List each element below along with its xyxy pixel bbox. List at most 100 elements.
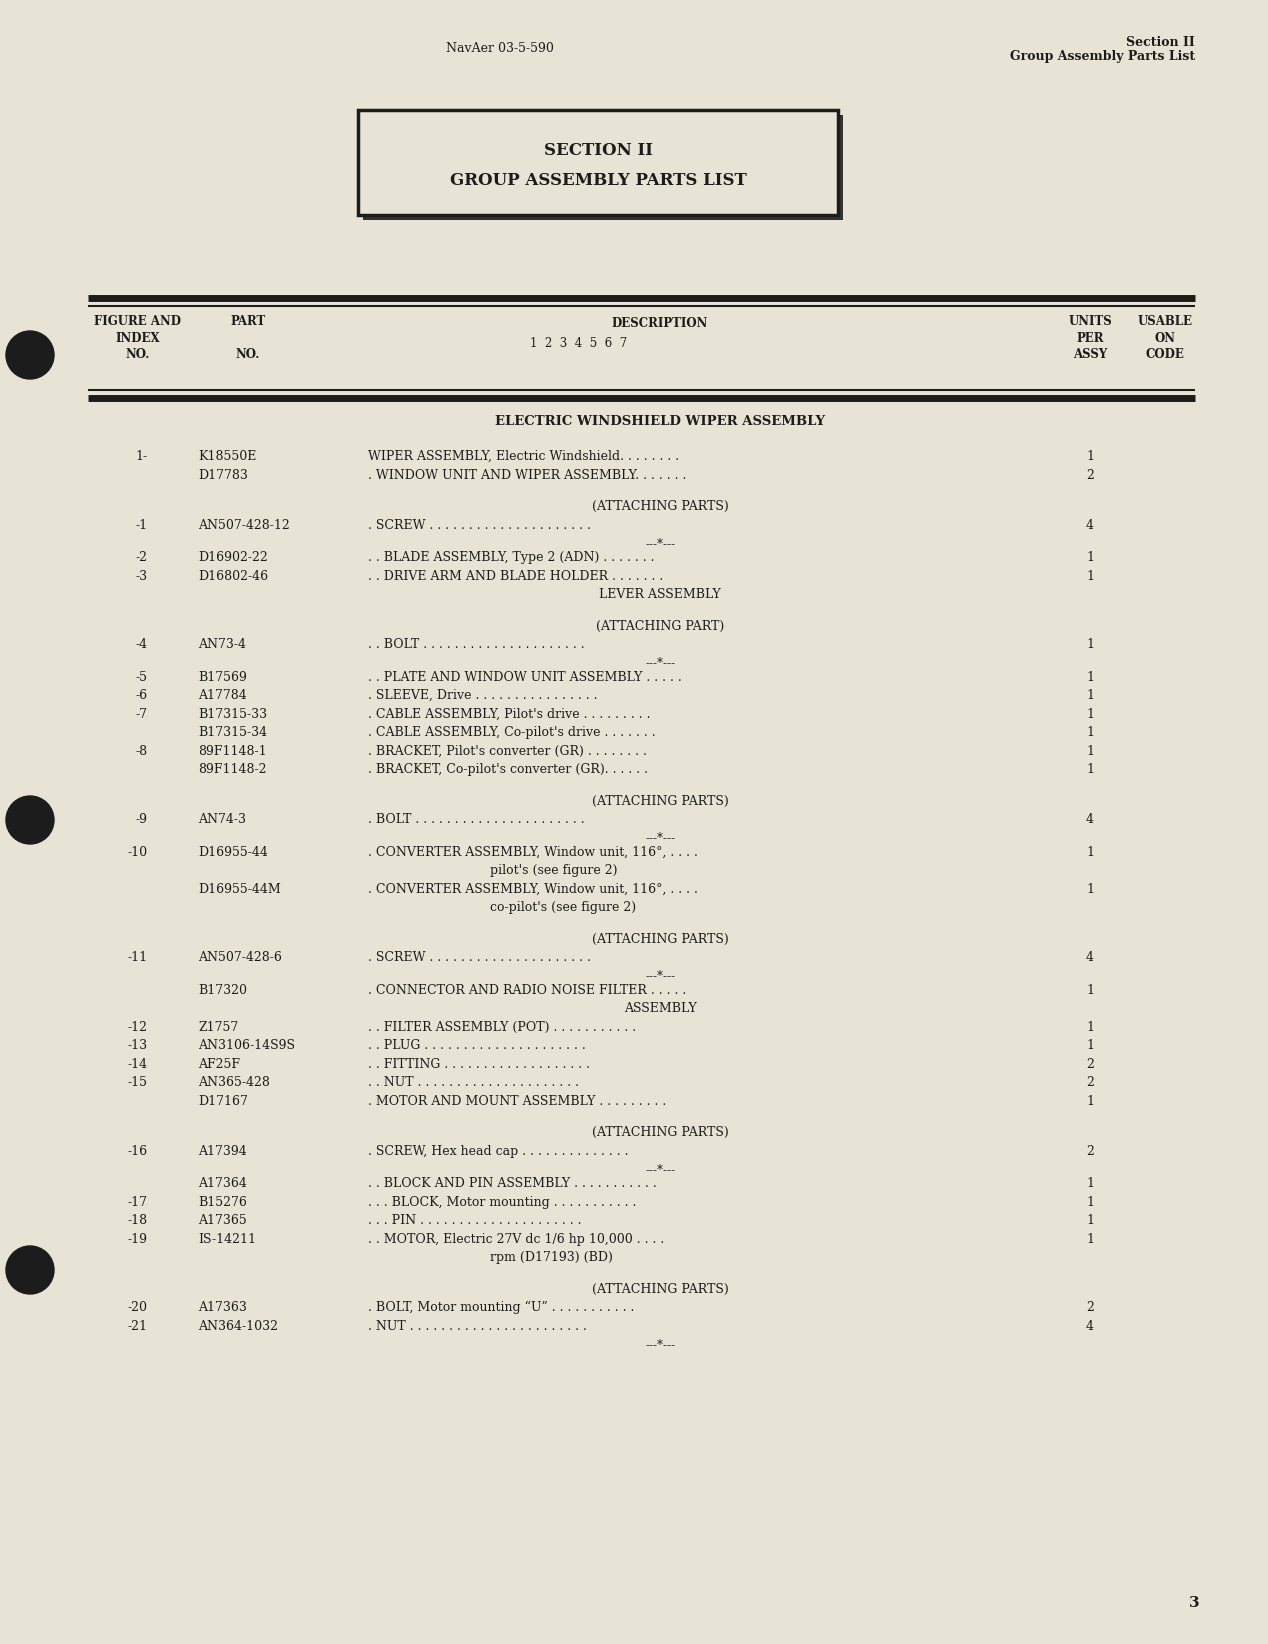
Text: . SLEEVE, Drive . . . . . . . . . . . . . . . .: . SLEEVE, Drive . . . . . . . . . . . . … (368, 689, 597, 702)
Text: ---*---: ---*--- (645, 656, 675, 669)
FancyBboxPatch shape (358, 110, 838, 215)
Text: IS-14211: IS-14211 (198, 1233, 256, 1246)
Text: . . . PIN . . . . . . . . . . . . . . . . . . . . .: . . . PIN . . . . . . . . . . . . . . . … (368, 1213, 582, 1226)
Text: NavAer 03-5-590: NavAer 03-5-590 (446, 43, 554, 54)
Text: -17: -17 (128, 1195, 148, 1208)
Text: ELECTRIC WINDSHIELD WIPER ASSEMBLY: ELECTRIC WINDSHIELD WIPER ASSEMBLY (495, 414, 825, 427)
Text: . . NUT . . . . . . . . . . . . . . . . . . . . .: . . NUT . . . . . . . . . . . . . . . . … (368, 1077, 579, 1088)
Text: ---*---: ---*--- (645, 832, 675, 845)
Text: 1: 1 (1085, 1213, 1094, 1226)
Text: 2: 2 (1087, 1057, 1094, 1070)
Text: 1: 1 (1085, 569, 1094, 582)
Text: B17569: B17569 (198, 671, 247, 684)
Text: -4: -4 (136, 638, 148, 651)
Text: 1: 1 (1085, 1095, 1094, 1108)
Text: . . DRIVE ARM AND BLADE HOLDER . . . . . . .: . . DRIVE ARM AND BLADE HOLDER . . . . .… (368, 569, 663, 582)
Text: GROUP ASSEMBLY PARTS LIST: GROUP ASSEMBLY PARTS LIST (450, 173, 747, 189)
Text: -3: -3 (136, 569, 148, 582)
Text: D16955-44M: D16955-44M (198, 883, 280, 896)
Text: K18550E: K18550E (198, 450, 256, 464)
Text: AN507-428-12: AN507-428-12 (198, 518, 290, 531)
Text: -18: -18 (128, 1213, 148, 1226)
Text: . . PLUG . . . . . . . . . . . . . . . . . . . . .: . . PLUG . . . . . . . . . . . . . . . .… (368, 1039, 586, 1052)
Text: . SCREW . . . . . . . . . . . . . . . . . . . . .: . SCREW . . . . . . . . . . . . . . . . … (368, 518, 591, 531)
Text: WIPER ASSEMBLY, Electric Windshield. . . . . . . .: WIPER ASSEMBLY, Electric Windshield. . .… (368, 450, 680, 464)
Text: -19: -19 (128, 1233, 148, 1246)
Text: 1: 1 (1085, 450, 1094, 464)
FancyBboxPatch shape (363, 115, 843, 220)
Text: 1: 1 (1085, 1233, 1094, 1246)
Text: -14: -14 (128, 1057, 148, 1070)
Text: B17315-33: B17315-33 (198, 707, 268, 720)
Text: -1: -1 (136, 518, 148, 531)
Text: AN364-1032: AN364-1032 (198, 1320, 278, 1333)
Text: DESCRIPTION: DESCRIPTION (612, 317, 709, 330)
Text: 3: 3 (1189, 1596, 1200, 1609)
Text: B15276: B15276 (198, 1195, 247, 1208)
Text: . CONVERTER ASSEMBLY, Window unit, 116°, . . . .: . CONVERTER ASSEMBLY, Window unit, 116°,… (368, 883, 697, 896)
Text: -11: -11 (128, 950, 148, 963)
Text: . MOTOR AND MOUNT ASSEMBLY . . . . . . . . .: . MOTOR AND MOUNT ASSEMBLY . . . . . . .… (368, 1095, 666, 1108)
Circle shape (6, 796, 55, 843)
Text: 2: 2 (1087, 1144, 1094, 1157)
Text: 89F1148-2: 89F1148-2 (198, 763, 266, 776)
Text: -5: -5 (136, 671, 148, 684)
Text: SECTION II: SECTION II (544, 141, 653, 159)
Text: -13: -13 (128, 1039, 148, 1052)
Text: 1: 1 (1085, 1039, 1094, 1052)
Text: . BOLT . . . . . . . . . . . . . . . . . . . . . .: . BOLT . . . . . . . . . . . . . . . . .… (368, 814, 585, 825)
Text: 1: 1 (1085, 1177, 1094, 1190)
Text: A17364: A17364 (198, 1177, 247, 1190)
Text: PART

NO.: PART NO. (231, 316, 265, 362)
Text: . SCREW, Hex head cap . . . . . . . . . . . . . .: . SCREW, Hex head cap . . . . . . . . . … (368, 1144, 629, 1157)
Text: ---*---: ---*--- (645, 970, 675, 983)
Text: 2: 2 (1087, 1300, 1094, 1314)
Text: . . MOTOR, Electric 27V dc 1/6 hp 10,000 . . . .: . . MOTOR, Electric 27V dc 1/6 hp 10,000… (368, 1233, 664, 1246)
Text: -7: -7 (136, 707, 148, 720)
Text: 4: 4 (1085, 518, 1094, 531)
Text: AF25F: AF25F (198, 1057, 240, 1070)
Text: pilot's (see figure 2): pilot's (see figure 2) (489, 865, 618, 876)
Text: 89F1148-1: 89F1148-1 (198, 745, 266, 758)
Text: 1: 1 (1085, 707, 1094, 720)
Text: 1: 1 (1085, 689, 1094, 702)
Text: . . BOLT . . . . . . . . . . . . . . . . . . . . .: . . BOLT . . . . . . . . . . . . . . . .… (368, 638, 585, 651)
Text: . . . BLOCK, Motor mounting . . . . . . . . . . .: . . . BLOCK, Motor mounting . . . . . . … (368, 1195, 637, 1208)
Text: . CONNECTOR AND RADIO NOISE FILTER . . . . .: . CONNECTOR AND RADIO NOISE FILTER . . .… (368, 983, 686, 996)
Text: Group Assembly Parts List: Group Assembly Parts List (1009, 49, 1194, 62)
Text: ---*---: ---*--- (645, 1338, 675, 1351)
Text: D17783: D17783 (198, 469, 247, 482)
Text: USABLE
ON
CODE: USABLE ON CODE (1137, 316, 1192, 362)
Text: AN73-4: AN73-4 (198, 638, 246, 651)
Text: -8: -8 (136, 745, 148, 758)
Text: 1: 1 (1085, 638, 1094, 651)
Text: . WINDOW UNIT AND WIPER ASSEMBLY. . . . . . .: . WINDOW UNIT AND WIPER ASSEMBLY. . . . … (368, 469, 686, 482)
Text: co-pilot's (see figure 2): co-pilot's (see figure 2) (489, 901, 637, 914)
Text: 1: 1 (1085, 745, 1094, 758)
Text: 1  2  3  4  5  6  7: 1 2 3 4 5 6 7 (530, 337, 628, 350)
Text: (ATTACHING PARTS): (ATTACHING PARTS) (592, 794, 728, 807)
Text: 1: 1 (1085, 671, 1094, 684)
Text: D16902-22: D16902-22 (198, 551, 268, 564)
Text: 4: 4 (1085, 950, 1094, 963)
Text: -2: -2 (136, 551, 148, 564)
Text: . . BLOCK AND PIN ASSEMBLY . . . . . . . . . . .: . . BLOCK AND PIN ASSEMBLY . . . . . . .… (368, 1177, 657, 1190)
Text: B17315-34: B17315-34 (198, 727, 268, 740)
Text: -9: -9 (136, 814, 148, 825)
Text: . CABLE ASSEMBLY, Pilot's drive . . . . . . . . .: . CABLE ASSEMBLY, Pilot's drive . . . . … (368, 707, 650, 720)
Text: 2: 2 (1087, 469, 1094, 482)
Text: AN74-3: AN74-3 (198, 814, 246, 825)
Text: 4: 4 (1085, 1320, 1094, 1333)
Text: D16802-46: D16802-46 (198, 569, 268, 582)
Text: ---*---: ---*--- (645, 1162, 675, 1175)
Text: AN365-428: AN365-428 (198, 1077, 270, 1088)
Text: . . BLADE ASSEMBLY, Type 2 (ADN) . . . . . . .: . . BLADE ASSEMBLY, Type 2 (ADN) . . . .… (368, 551, 654, 564)
Text: -12: -12 (128, 1021, 148, 1034)
Text: 4: 4 (1085, 814, 1094, 825)
Text: ---*---: ---*--- (645, 538, 675, 551)
Text: A17363: A17363 (198, 1300, 247, 1314)
Text: 1: 1 (1085, 1021, 1094, 1034)
Text: 1: 1 (1085, 727, 1094, 740)
Text: (ATTACHING PARTS): (ATTACHING PARTS) (592, 500, 728, 513)
Text: . . FILTER ASSEMBLY (POT) . . . . . . . . . . .: . . FILTER ASSEMBLY (POT) . . . . . . . … (368, 1021, 637, 1034)
